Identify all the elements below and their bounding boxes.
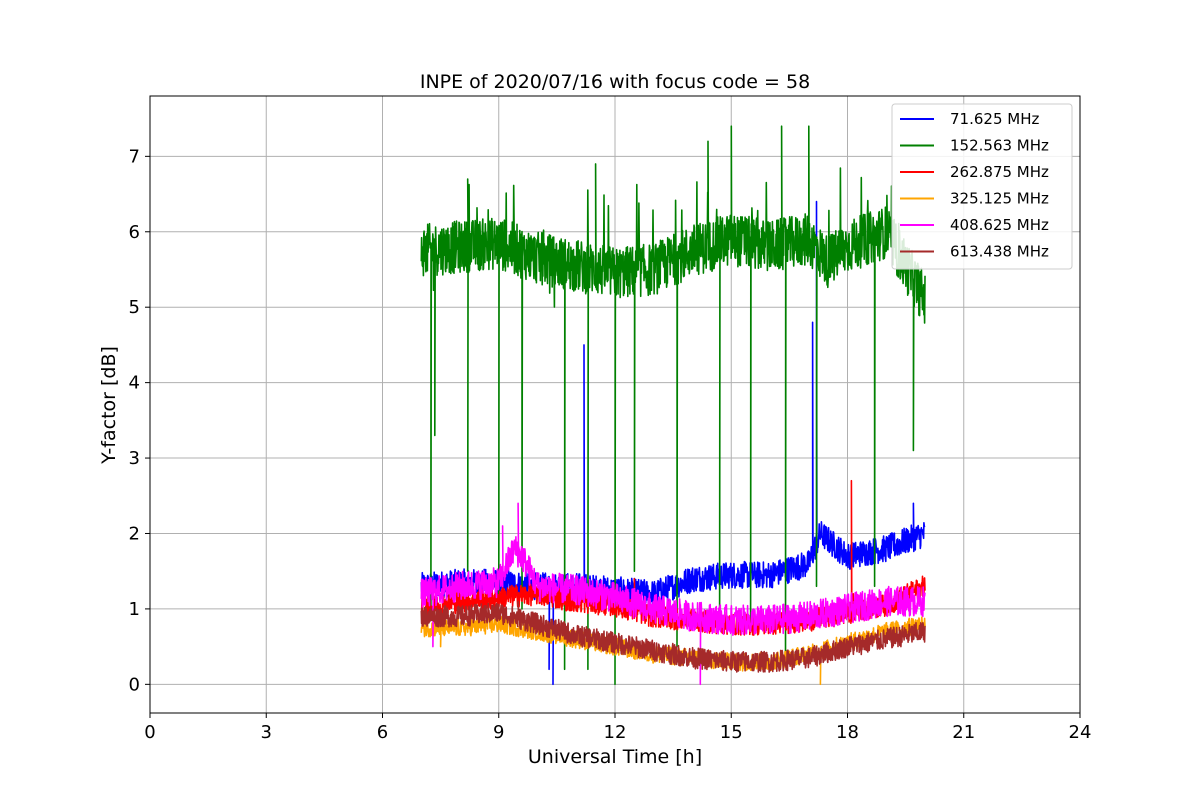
x-tick-label: 18	[836, 722, 859, 743]
y-tick-label: 3	[129, 448, 140, 469]
series-line-4	[420, 502, 926, 686]
y-tick-label: 2	[129, 523, 140, 544]
x-tick-label: 3	[261, 722, 272, 743]
y-axis-label: Y-factor [dB]	[98, 346, 120, 465]
x-tick-label: 9	[493, 722, 504, 743]
y-tick-label: 5	[129, 297, 140, 318]
legend-entry: 613.438 MHz	[950, 243, 1049, 261]
x-tick-label: 12	[604, 722, 627, 743]
y-tick-label: 4	[129, 373, 140, 394]
y-tick-label: 7	[129, 146, 140, 167]
series-line-0	[420, 200, 926, 686]
legend-entry: 262.875 MHz	[950, 163, 1049, 181]
legend-box	[891, 103, 1073, 270]
x-tick-label: 0	[144, 722, 155, 743]
legend-entry: 71.625 MHz	[950, 110, 1039, 128]
x-axis-label: Universal Time [h]	[528, 746, 702, 768]
x-tick-label: 15	[720, 722, 743, 743]
y-tick-label: 6	[129, 222, 140, 243]
x-tick-label: 24	[1069, 722, 1092, 743]
y-tick-label: 0	[129, 674, 140, 695]
legend-entry: 325.125 MHz	[950, 190, 1049, 208]
legend-entry: 152.563 MHz	[950, 137, 1049, 155]
legend: 71.625 MHz 152.563 MHz 262.875 MHz 325.125 …	[891, 103, 1073, 270]
series-line-1	[420, 125, 926, 686]
x-tick-label: 21	[952, 722, 975, 743]
y-tick-label: 1	[129, 599, 140, 620]
x-tick-label: 6	[377, 722, 388, 743]
chart-title: INPE of 2020/07/16 with focus code = 58	[420, 71, 810, 93]
series-line-5	[420, 600, 926, 673]
series-layer	[420, 125, 926, 686]
legend-entry: 408.625 MHz	[950, 216, 1049, 234]
